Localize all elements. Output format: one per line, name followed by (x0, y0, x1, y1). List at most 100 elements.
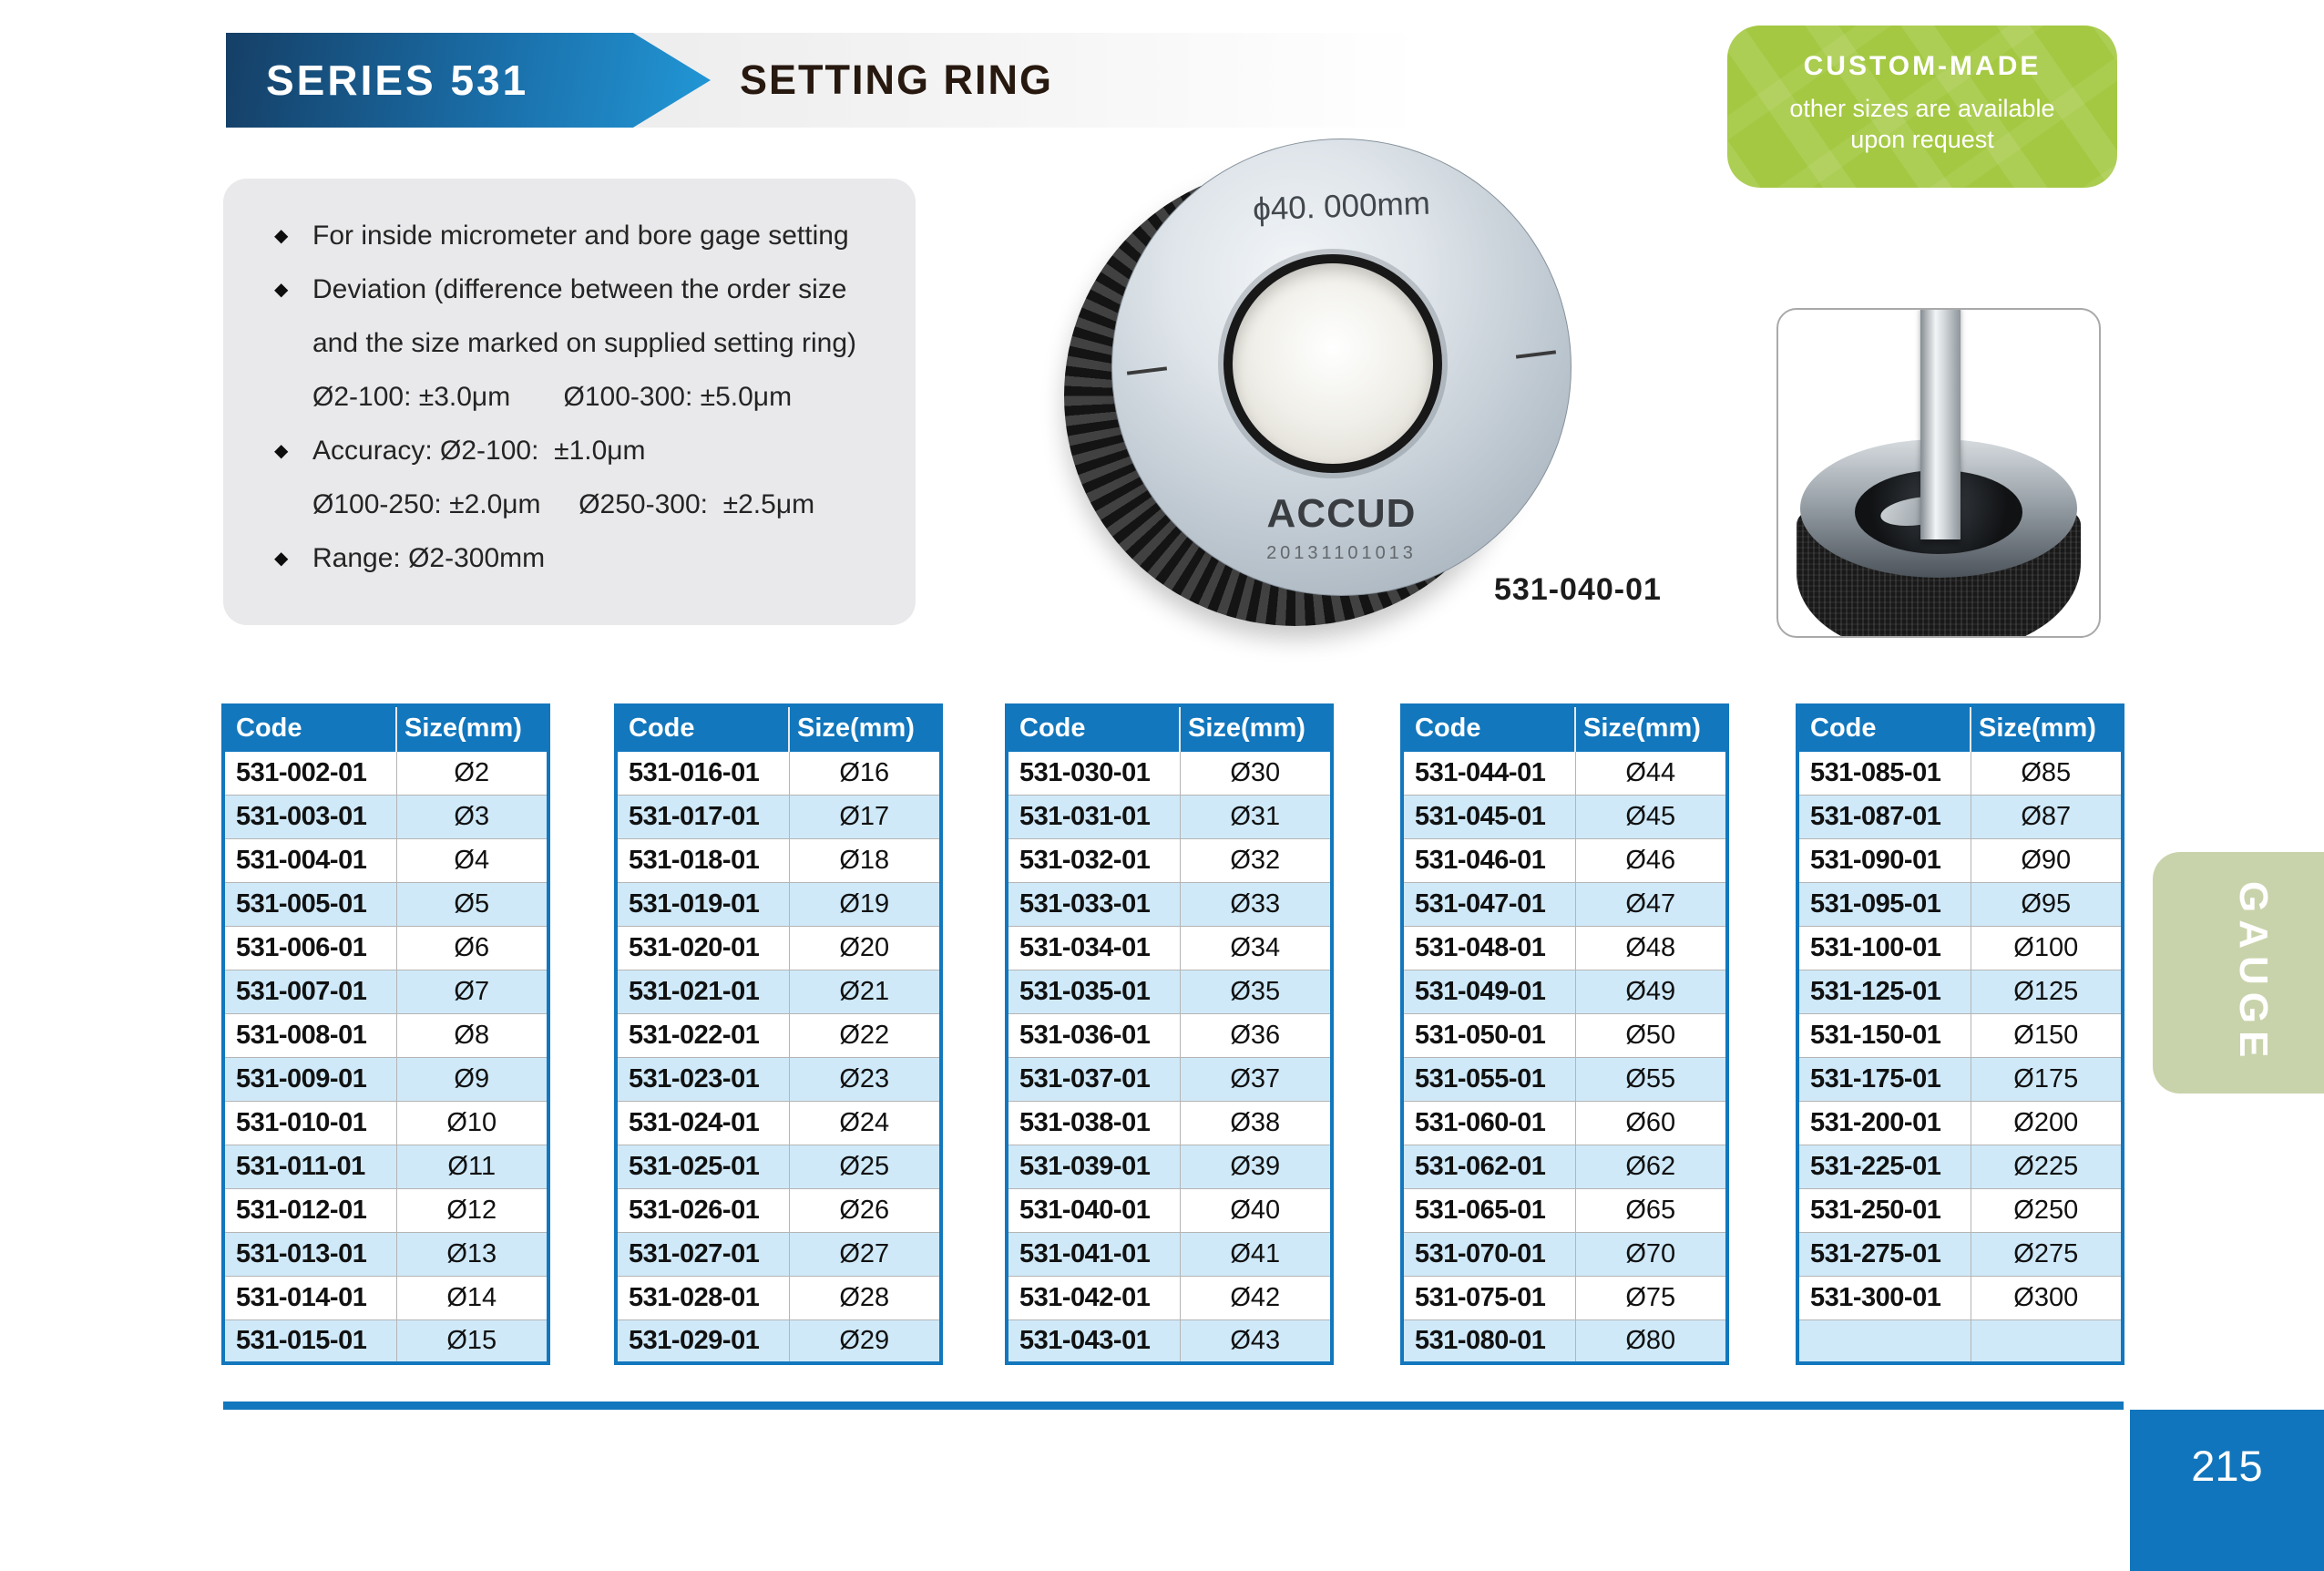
size-cell: Ø46 (1574, 837, 1728, 883)
table-row: 531-070-01 Ø70 (1401, 1231, 1728, 1277)
code-cell (1797, 1319, 1971, 1364)
code-cell: 531-175-01 (1797, 1056, 1971, 1102)
table-row: 531-002-01 Ø2 (222, 750, 549, 796)
code-cell: 531-075-01 (1401, 1275, 1576, 1320)
code-cell: 531-060-01 (1401, 1100, 1576, 1145)
table-row: 531-042-01 Ø42 (1006, 1275, 1333, 1320)
page-title: SETTING RING (740, 56, 1054, 103)
section-tab-gauge: GAUGE (2153, 852, 2324, 1094)
size-cell: Ø200 (1970, 1100, 2124, 1145)
code-cell: 531-017-01 (615, 794, 790, 839)
table-row: 531-200-01 Ø200 (1797, 1100, 2124, 1145)
size-cell: Ø175 (1970, 1056, 2124, 1102)
code-cell: 531-049-01 (1401, 969, 1576, 1014)
table-row (1797, 1319, 2124, 1364)
table-header-row: Code Size(mm) (1797, 704, 2124, 752)
code-cell: 531-003-01 (222, 794, 397, 839)
size-cell: Ø62 (1574, 1144, 1728, 1189)
size-cell: Ø80 (1574, 1319, 1728, 1364)
feature-line: and the size marked on supplied setting … (223, 316, 916, 370)
size-cell: Ø27 (788, 1231, 942, 1277)
table-header-row: Code Size(mm) (615, 704, 942, 752)
size-cell: Ø125 (1970, 969, 2124, 1014)
code-cell: 531-300-01 (1797, 1275, 1971, 1320)
table-row: 531-009-01 Ø9 (222, 1056, 549, 1102)
code-cell: 531-041-01 (1006, 1231, 1181, 1277)
size-cell: Ø26 (788, 1187, 942, 1233)
size-cell: Ø22 (788, 1012, 942, 1058)
table-row: 531-040-01 Ø40 (1006, 1187, 1333, 1233)
table-row: 531-016-01 Ø16 (615, 750, 942, 796)
size-cell: Ø8 (395, 1012, 549, 1058)
code-cell: 531-087-01 (1797, 794, 1971, 839)
code-cell: 531-034-01 (1006, 925, 1181, 970)
table-row: 531-032-01 Ø32 (1006, 837, 1333, 883)
size-cell: Ø11 (395, 1144, 549, 1189)
size-cell (1970, 1319, 2124, 1364)
page-number: 215 (2191, 1442, 2263, 1490)
table-row: 531-036-01 Ø36 (1006, 1012, 1333, 1058)
size-cell: Ø87 (1970, 794, 2124, 839)
feature-line: Ø2-100: ±3.0μm Ø100-300: ±5.0μm (223, 370, 916, 424)
table-row: 531-045-01 Ø45 (1401, 794, 1728, 839)
bullet-diamond-icon: ◆ (274, 280, 289, 300)
size-cell: Ø31 (1179, 794, 1333, 839)
code-cell: 531-150-01 (1797, 1012, 1971, 1058)
code-cell: 531-009-01 (222, 1056, 397, 1102)
size-cell: Ø150 (1970, 1012, 2124, 1058)
code-cell: 531-013-01 (222, 1231, 397, 1277)
code-cell: 531-046-01 (1401, 837, 1576, 883)
table-row: 531-275-01 Ø275 (1797, 1231, 2124, 1277)
column-header-code: Code (1006, 704, 1181, 752)
table-row: 531-029-01 Ø29 (615, 1319, 942, 1364)
code-cell: 531-002-01 (222, 750, 397, 796)
code-cell: 531-275-01 (1797, 1231, 1971, 1277)
code-cell: 531-029-01 (615, 1319, 790, 1364)
size-cell: Ø13 (395, 1231, 549, 1277)
bullet-diamond-icon: ◆ (274, 549, 289, 569)
table-row: 531-019-01 Ø19 (615, 881, 942, 927)
series-title: SERIES 531 (266, 56, 529, 104)
column-header-size: Size(mm) (1970, 704, 2124, 752)
size-cell: Ø2 (395, 750, 549, 796)
size-cell: Ø6 (395, 925, 549, 970)
table-row: 531-150-01 Ø150 (1797, 1012, 2124, 1058)
table-row: 531-087-01 Ø87 (1797, 794, 2124, 839)
size-table-3: Code Size(mm) 531-030-01 Ø30 531-031-01 Ø31… (1005, 703, 1334, 1365)
table-row: 531-085-01 Ø85 (1797, 750, 2124, 796)
size-cell: Ø19 (788, 881, 942, 927)
table-row: 531-011-01 Ø11 (222, 1144, 549, 1189)
table-row: 531-018-01 Ø18 (615, 837, 942, 883)
code-cell: 531-027-01 (615, 1231, 790, 1277)
table-header-row: Code Size(mm) (1006, 704, 1333, 752)
code-cell: 531-021-01 (615, 969, 790, 1014)
ring-tick-mark-right (1515, 350, 1557, 359)
table-row: 531-065-01 Ø65 (1401, 1187, 1728, 1233)
table-row: 531-026-01 Ø26 (615, 1187, 942, 1233)
table-row: 531-031-01 Ø31 (1006, 794, 1333, 839)
size-cell: Ø23 (788, 1056, 942, 1102)
micrometer-rod (1920, 310, 1961, 539)
code-cell: 531-070-01 (1401, 1231, 1576, 1277)
size-cell: Ø48 (1574, 925, 1728, 970)
table-row: 531-028-01 Ø28 (615, 1275, 942, 1320)
code-cell: 531-010-01 (222, 1100, 397, 1145)
table-row: 531-080-01 Ø80 (1401, 1319, 1728, 1364)
table-row: 531-033-01 Ø33 (1006, 881, 1333, 927)
size-cell: Ø32 (1179, 837, 1333, 883)
table-row: 531-024-01 Ø24 (615, 1100, 942, 1145)
feature-line: ◆ Deviation (difference between the orde… (223, 262, 916, 316)
table-row: 531-010-01 Ø10 (222, 1100, 549, 1145)
size-table-5: Code Size(mm) 531-085-01 Ø85 531-087-01 Ø87… (1796, 703, 2124, 1365)
feature-line: Ø100-250: ±2.0μm Ø250-300: ±2.5μm (223, 477, 916, 531)
size-cell: Ø43 (1179, 1319, 1333, 1364)
size-table-2: Code Size(mm) 531-016-01 Ø16 531-017-01 Ø17… (614, 703, 943, 1365)
size-cell: Ø55 (1574, 1056, 1728, 1102)
code-cell: 531-100-01 (1797, 925, 1971, 970)
table-row: 531-050-01 Ø50 (1401, 1012, 1728, 1058)
custom-made-badge: CUSTOM-MADE other sizes are available up… (1727, 26, 2117, 188)
size-cell: Ø75 (1574, 1275, 1728, 1320)
size-cell: Ø14 (395, 1275, 549, 1320)
series-banner: SERIES 531 (226, 33, 711, 128)
column-header-code: Code (1401, 704, 1576, 752)
